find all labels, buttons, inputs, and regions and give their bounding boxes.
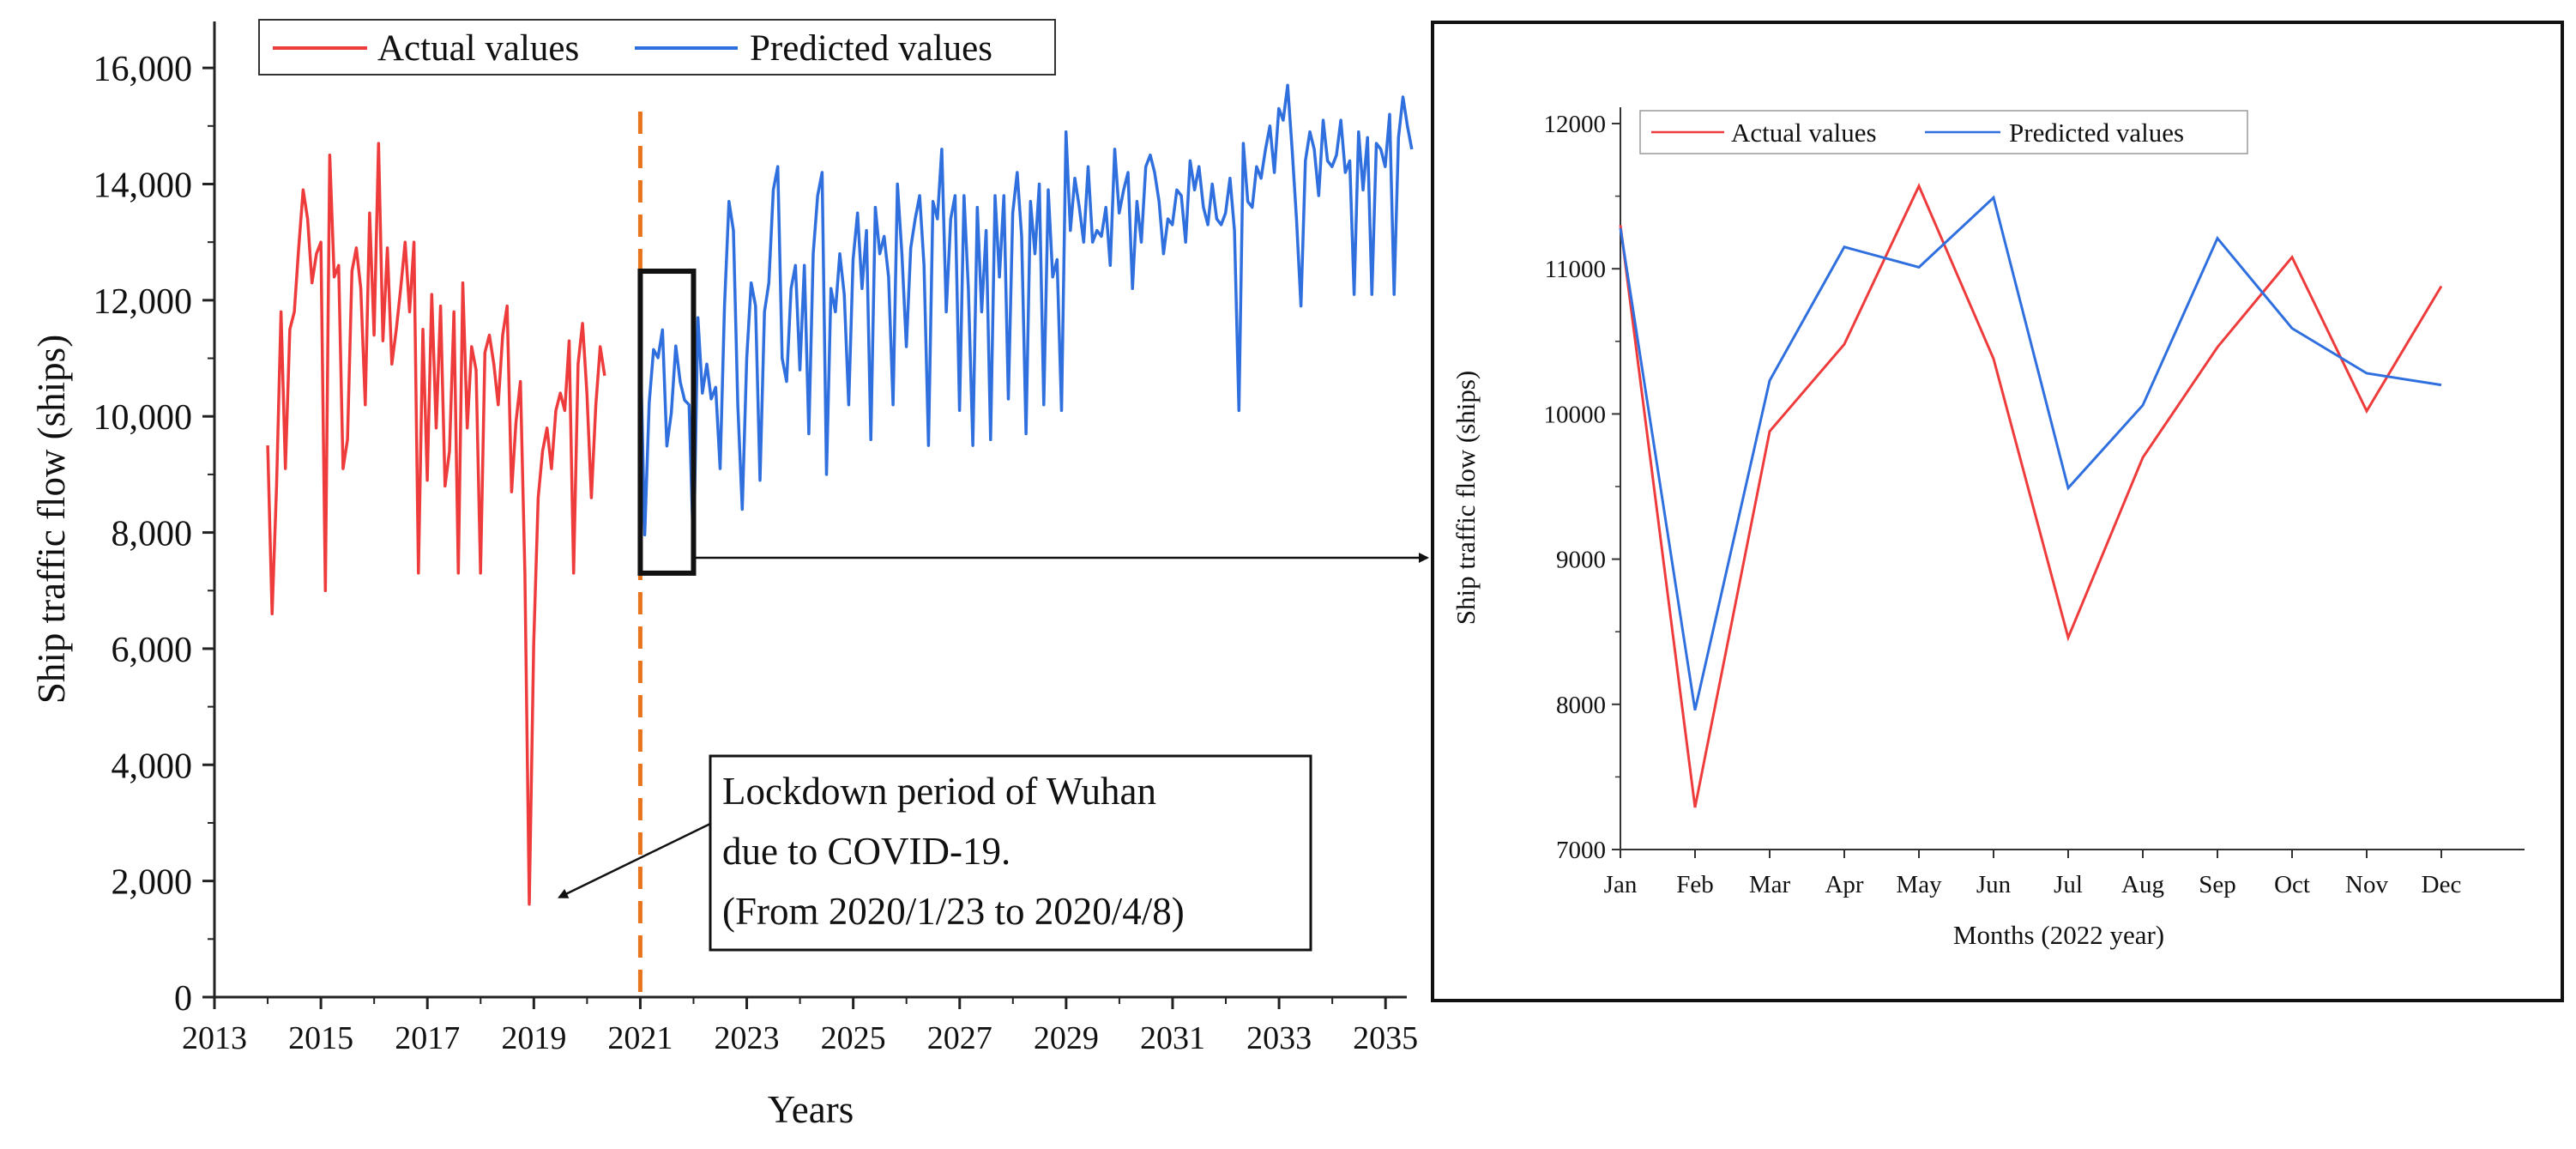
main-x-tick-label: 2013 [182,1020,247,1056]
lockdown-annotation: Lockdown period of Wuhan due to COVID-19… [558,754,1312,952]
inset-x-tick-label: May [1896,871,1942,898]
main-x-tick-label: 2031 [1140,1020,1205,1056]
main-x-tick-label: 2029 [1034,1020,1099,1056]
inset-x-axis-title: Months (2022 year) [1953,920,2164,950]
highlight-box-2022 [637,269,697,576]
main-x-tick-label: 2019 [501,1020,566,1056]
main-y-tick-label: 6,000 [112,631,193,670]
main-y-tick-label: 16,000 [94,50,193,89]
inset-x-tick-label: Nov [2345,871,2388,898]
series-predicted-line [638,83,1414,558]
main-y-tick-label: 2,000 [112,863,193,903]
inset-y-ticks: 7000 8000 9000 10000 11000 12000 [1544,111,1620,864]
main-x-tick-label: 2035 [1353,1020,1418,1056]
inset-x-tick-label: Apr [1825,871,1863,898]
main-x-tick-label: 2015 [288,1020,353,1056]
main-chart: 0 2,000 4,000 6,000 8,000 10,000 12,000 14,000 1… [30,19,1418,1131]
main-x-axis-title: Years [768,1088,854,1131]
main-x-ticks: 2013 2015 2017 2019 2021 2023 2025 2027 2029 2031… [182,997,1418,1056]
inset-y-axis-title: Ship traffic flow (ships) [1451,371,1481,625]
inset-chart: 7000 8000 9000 10000 11000 12000 Jan Feb Mar Apr… [1431,21,2564,1002]
inset-y-tick-label: 9000 [1556,547,1606,574]
inset-x-tick-label: Mar [1749,871,1791,898]
main-legend: Actual values Predicted values [258,19,1056,76]
legend-label-actual: Actual values [377,28,579,69]
main-x-tick-label: 2021 [607,1020,673,1056]
inset-x-tick-label: Sep [2199,871,2236,898]
main-x-tick-label: 2027 [927,1020,992,1056]
main-y-axis-title: Ship traffic flow (ships) [30,335,73,704]
main-y-tick-label: 12,000 [94,282,193,322]
main-x-tick-label: 2017 [395,1020,460,1056]
inset-x-tick-label: Oct [2274,871,2310,898]
inset-x-ticks: Jan Feb Mar Apr May Jun Jul Aug Sep Oct Nov Dec [1604,850,2462,898]
main-x-tick-label: 2033 [1246,1020,1312,1056]
main-y-ticks: 0 2,000 4,000 6,000 8,000 10,000 12,000 14,000 1… [94,50,214,1019]
main-y-tick-label: 14,000 [94,166,193,206]
annotation-arrow [558,822,711,898]
inset-series-actual-line [1619,183,2443,808]
main-y-tick-label: 10,000 [94,398,193,438]
main-y-tick-label: 4,000 [112,747,193,786]
inset-x-tick-label: Dec [2422,871,2462,898]
inset-x-tick-label: Aug [2121,871,2164,898]
inset-legend: Actual values Predicted values [1639,110,2248,154]
inset-x-tick-label: Jun [1976,871,2012,898]
annotation-box [709,754,1312,952]
inset-y-tick-label: 11000 [1545,256,1606,283]
series-actual-line [266,142,606,906]
inset-y-tick-label: 10000 [1544,401,1607,428]
inset-series-predicted-line [1619,195,2442,711]
inset-legend-label-actual: Actual values [1731,118,1877,148]
annotation-line-2: due to COVID-19. [722,830,1010,873]
inset-x-tick-label: Jan [1604,871,1638,898]
annotation-line-3: (From 2020/1/23 to 2020/4/8) [722,890,1185,933]
inset-y-tick-label: 12000 [1544,111,1607,138]
inset-x-tick-label: Jul [2054,871,2083,898]
main-y-tick-label: 8,000 [112,515,193,554]
legend-label-predicted: Predicted values [750,28,992,69]
inset-legend-label-predicted: Predicted values [2009,118,2184,148]
inset-x-tick-label: Feb [1676,871,1714,898]
main-x-tick-label: 2025 [821,1020,886,1056]
annotation-line-1: Lockdown period of Wuhan [722,770,1156,813]
main-x-tick-label: 2023 [715,1020,780,1056]
inset-y-tick-label: 7000 [1556,837,1606,864]
main-y-tick-label: 0 [174,979,192,1019]
inset-y-tick-label: 8000 [1556,692,1606,719]
